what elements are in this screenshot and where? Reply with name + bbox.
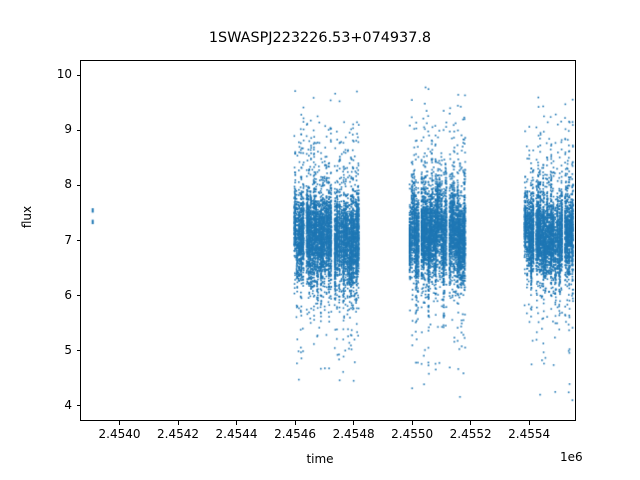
y-tick-label: 10 xyxy=(56,67,72,82)
y-tick-label: 8 xyxy=(64,177,72,192)
y-tick-mark xyxy=(76,74,80,76)
x-tick-mark xyxy=(470,421,472,425)
y-tick-mark xyxy=(76,240,80,241)
scatter-points-layer xyxy=(81,61,575,420)
x-tick-label: 2.4546 xyxy=(274,427,317,441)
x-tick-label: 2.4542 xyxy=(157,427,200,441)
x-tick-label: 2.4554 xyxy=(508,427,551,441)
x-axis-offset-label: 1e6 xyxy=(560,450,583,464)
chart-title: 1SWASPJ223226.53+074937.8 xyxy=(208,30,432,46)
x-tick-mark xyxy=(177,421,179,425)
x-tick-label: 2.4540 xyxy=(98,427,141,441)
x-tick-label: 2.4544 xyxy=(215,427,258,441)
y-tick-mark xyxy=(76,350,80,352)
y-tick-mark xyxy=(76,405,80,407)
y-axis-label: flux xyxy=(20,205,35,229)
y-tick-label: 4 xyxy=(64,397,72,412)
x-tick-mark xyxy=(119,421,120,425)
x-tick-mark xyxy=(353,421,355,425)
y-tick-label: 7 xyxy=(64,232,72,247)
y-tick-mark xyxy=(76,295,80,297)
x-tick-mark xyxy=(294,421,296,425)
x-axis-label: time xyxy=(306,452,334,466)
x-tick-mark xyxy=(411,421,413,425)
x-tick-label: 2.4552 xyxy=(449,427,492,441)
y-tick-label: 6 xyxy=(64,287,72,302)
y-tick-mark xyxy=(76,184,80,186)
x-tick-mark xyxy=(528,421,530,425)
x-tick-label: 2.4550 xyxy=(391,427,434,441)
plot-axes xyxy=(80,60,576,421)
y-tick-label: 9 xyxy=(64,122,72,137)
x-tick-mark xyxy=(236,421,238,425)
x-tick-label: 2.4548 xyxy=(332,427,375,441)
y-tick-label: 5 xyxy=(64,342,72,357)
y-tick-mark xyxy=(76,129,80,131)
